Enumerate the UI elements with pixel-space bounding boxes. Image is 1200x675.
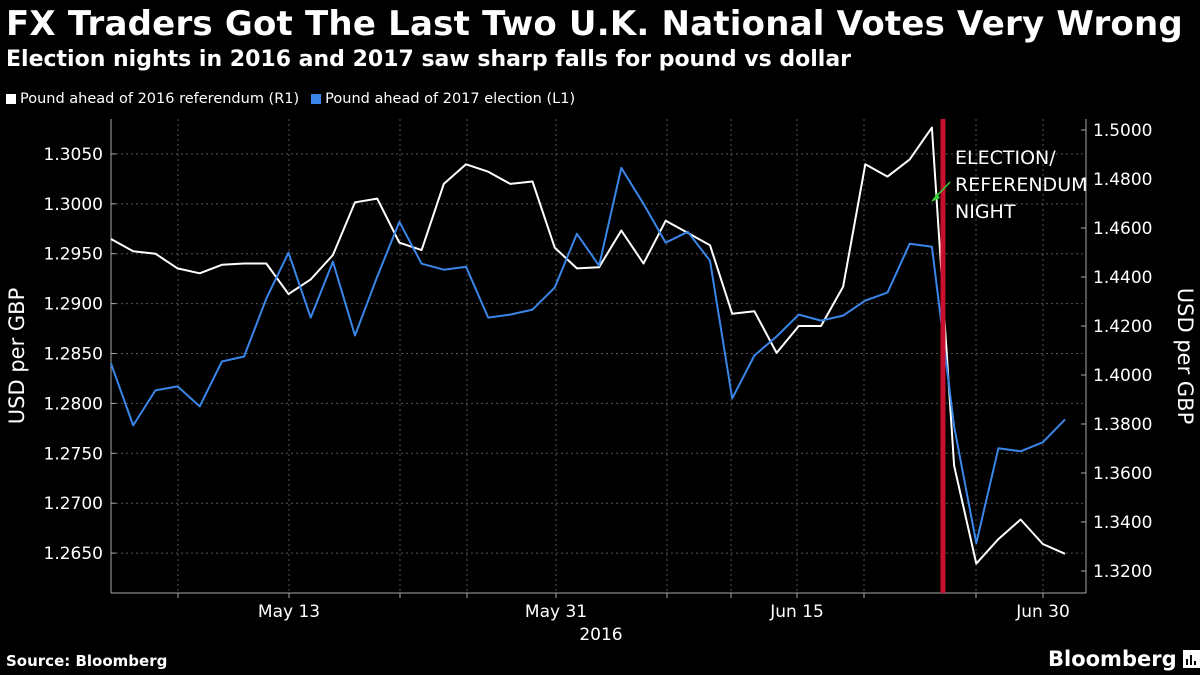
right-tick-label: 1.3600: [1093, 464, 1152, 484]
right-tick-label: 1.5000: [1093, 121, 1152, 141]
chart-subtitle: Election nights in 2016 and 2017 saw sha…: [6, 47, 852, 72]
gridlines: [111, 119, 1086, 593]
left-tick-label: 1.2850: [44, 345, 103, 365]
annotation-text-line: REFERENDUM: [955, 174, 1088, 196]
right-tick-label: 1.3200: [1093, 562, 1152, 582]
right-tick-label: 1.3800: [1093, 415, 1152, 435]
legend-item-2017: Pound ahead of 2017 election (L1): [311, 91, 575, 107]
axes: 1.2650 1.2700 1.2750 1.2800 1.2850 1.2900 1.29…: [5, 119, 1197, 645]
chart-title: FX Traders Got The Last Two U.K. Nationa…: [6, 4, 1183, 44]
left-tick-label: 1.2650: [44, 544, 103, 564]
left-tick-label: 1.2950: [44, 245, 103, 265]
series-line-2017: [110, 166, 1066, 545]
brand-label: Bloomberg: [1048, 647, 1177, 671]
x-tick-label: May 31: [525, 602, 587, 622]
annotation-text-line: NIGHT: [955, 201, 1016, 223]
left-tick-label: 1.2750: [44, 444, 103, 464]
left-tick-label: 1.2900: [44, 295, 103, 315]
left-tick-label: 1.2700: [44, 494, 103, 514]
source-note: Source: Bloomberg: [6, 652, 168, 670]
legend-label-2017: Pound ahead of 2017 election (L1): [325, 91, 576, 107]
right-axis-title: USD per GBP: [1173, 288, 1197, 424]
x-year-label: 2016: [579, 625, 622, 645]
left-tick-label: 1.3000: [44, 195, 103, 215]
brand: Bloomberg: [1048, 647, 1200, 671]
x-tick-label: Jun 30: [1015, 602, 1070, 622]
legend-swatch-2016: [6, 94, 16, 104]
legend-swatch-2017: [311, 94, 322, 104]
right-tick-label: 1.4600: [1093, 219, 1152, 239]
right-tick-label: 1.4400: [1093, 268, 1152, 288]
x-tick-label: May 13: [258, 602, 320, 622]
annotation-arrowhead: [931, 193, 940, 202]
legend: Pound ahead of 2016 referendum (R1) Poun…: [6, 91, 587, 107]
right-tick-label: 1.4800: [1093, 170, 1152, 190]
left-axis-title: USD per GBP: [5, 288, 29, 424]
right-tick-label: 1.3400: [1093, 513, 1152, 533]
series-lines: [110, 126, 1066, 565]
bloomberg-logo-icon: [1182, 650, 1200, 668]
left-tick-label: 1.3050: [44, 145, 103, 165]
left-tick-label: 1.2800: [44, 394, 103, 414]
series-line-2016: [110, 126, 1066, 565]
x-tick-label: Jun 15: [769, 602, 824, 622]
legend-item-2016: Pound ahead of 2016 referendum (R1): [6, 91, 299, 107]
legend-label-2016: Pound ahead of 2016 referendum (R1): [20, 91, 300, 107]
right-tick-label: 1.4200: [1093, 317, 1152, 337]
right-tick-label: 1.4000: [1093, 366, 1152, 386]
annotation-text-line: ELECTION/: [955, 147, 1056, 169]
annotation: ELECTION/REFERENDUM NIGHT: [931, 119, 1088, 593]
